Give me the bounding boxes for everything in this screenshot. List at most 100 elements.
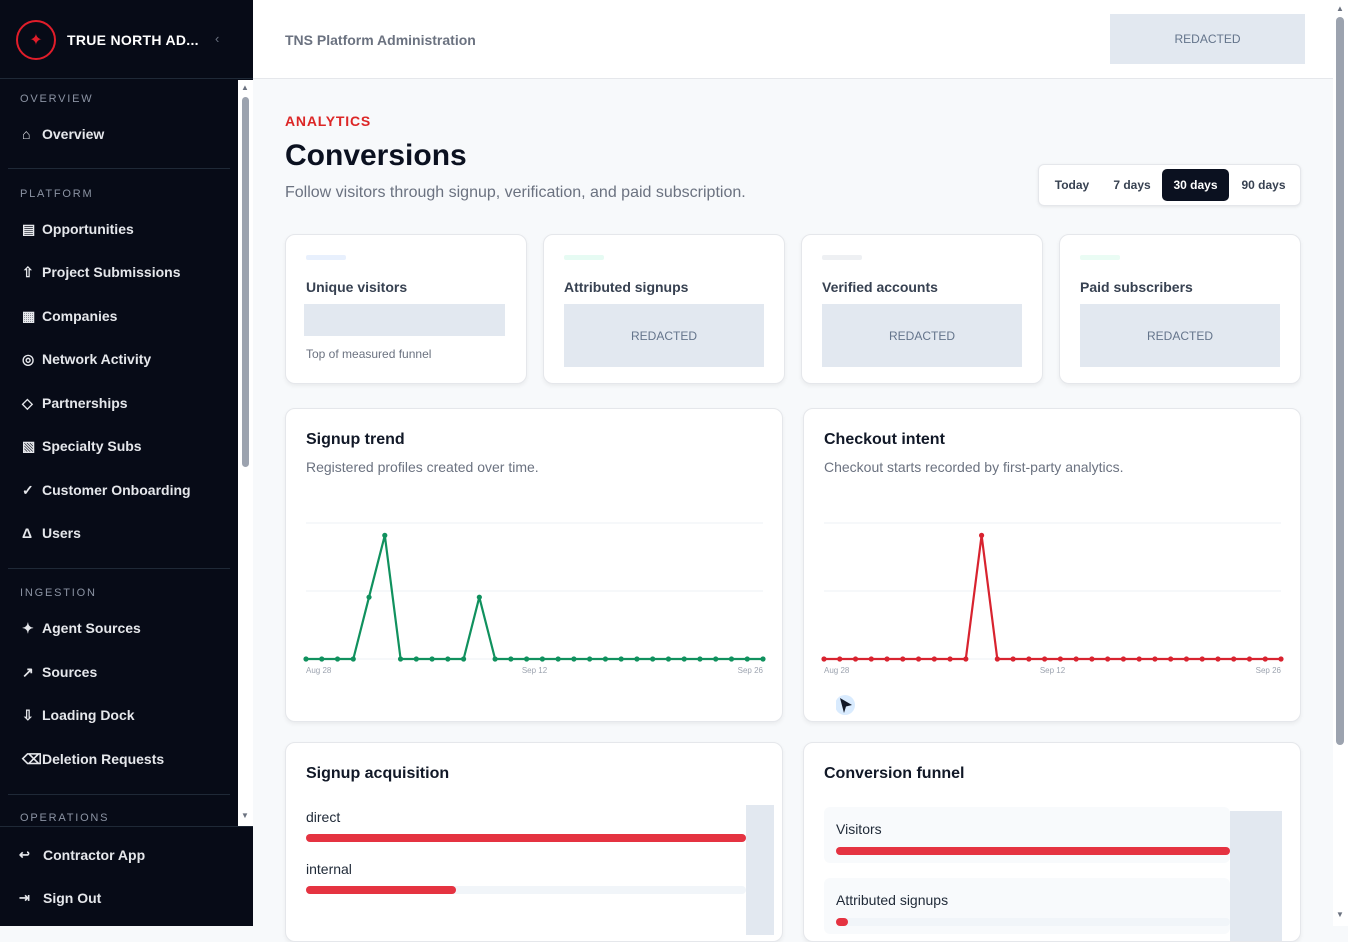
sidebar-item-overview[interactable]: ⌂ Overview — [8, 116, 230, 152]
mouse-cursor-icon — [836, 695, 855, 715]
sidebar-item-label: Users — [42, 525, 81, 541]
data-point — [821, 656, 827, 662]
data-point — [1010, 656, 1016, 662]
data-point — [1057, 656, 1063, 662]
range-today-button[interactable]: Today — [1054, 178, 1090, 192]
data-point — [445, 656, 451, 662]
sidebar-item-loading-dock[interactable]: ⇩ Loading Dock — [8, 697, 230, 733]
kpi-value-redacted — [304, 304, 505, 336]
funnel-row-label: Visitors — [836, 821, 882, 837]
data-point — [650, 656, 656, 662]
x-tick-label: Aug 28 — [824, 666, 850, 675]
acquisition-bar-fill — [306, 834, 746, 842]
data-point — [350, 656, 356, 662]
acquisition-row-label: direct — [306, 809, 341, 825]
sidebar-item-specialty-subs[interactable]: ▧ Specialty Subs — [8, 428, 230, 464]
kpi-accent — [306, 255, 346, 260]
data-point — [728, 656, 735, 662]
funnel-bar-track — [836, 847, 1230, 855]
contractor-app-link[interactable]: ↩ Contractor App — [0, 837, 253, 873]
data-point — [681, 656, 687, 662]
compass-star-icon[interactable]: ✦ — [16, 20, 56, 60]
kpi-label: Unique visitors — [306, 279, 408, 295]
series-line — [306, 534, 763, 661]
home-icon: ⌂ — [22, 126, 31, 142]
data-point — [884, 656, 890, 662]
data-point — [366, 594, 372, 600]
sidebar-item-partnerships[interactable]: ◇ Partnerships — [8, 385, 230, 421]
page-eyebrow: ANALYTICS — [285, 113, 372, 129]
sidebar-item-sources[interactable]: ↗ Sources — [8, 654, 230, 690]
sidebar-item-companies[interactable]: ▦ Companies — [8, 298, 230, 334]
kpi-accent — [564, 255, 604, 260]
range-7-days-button[interactable]: 7 days — [1113, 178, 1151, 192]
data-point — [618, 656, 624, 662]
kpi-value: REDACTED — [1080, 304, 1280, 367]
section-divider — [8, 794, 230, 795]
redacted-user-block[interactable]: REDACTED — [1110, 14, 1305, 64]
range-30-days-button[interactable]: 30 days — [1162, 169, 1229, 201]
scroll-up-icon[interactable]: ▲ — [241, 83, 249, 92]
data-point — [1246, 656, 1253, 662]
data-point — [634, 656, 640, 662]
scroll-down-icon[interactable]: ▼ — [1336, 910, 1344, 919]
sidebar-item-customer-onboarding[interactable]: ✓ Customer Onboarding — [8, 472, 230, 508]
data-point — [413, 656, 419, 662]
sidebar-item-label: Specialty Subs — [42, 438, 142, 454]
data-point — [539, 656, 545, 662]
section-divider — [8, 168, 230, 169]
page-scrollbar[interactable]: ▲ ▼ — [1333, 0, 1348, 926]
data-point — [837, 656, 843, 662]
data-point — [713, 656, 719, 662]
chart-subtitle: Registered profiles created over time. — [306, 459, 539, 475]
sign-out-icon: ⇥ — [19, 890, 30, 905]
scroll-down-icon[interactable]: ▼ — [241, 811, 249, 820]
chevron-left-icon[interactable]: ‹ — [215, 31, 220, 46]
sidebar-item-label: Project Submissions — [42, 264, 181, 280]
brand-name[interactable]: TRUE NORTH AD... — [67, 32, 199, 48]
data-point — [397, 656, 404, 662]
sidebar-item-network-activity[interactable]: ◎ Network Activity — [8, 341, 230, 377]
kpi-label: Paid subscribers — [1080, 279, 1193, 295]
data-point — [760, 656, 766, 662]
app-title: TNS Platform Administration — [285, 32, 476, 48]
check-icon: ✓ — [22, 481, 34, 498]
data-point — [602, 656, 609, 662]
data-point — [1215, 656, 1221, 662]
sign-out-button[interactable]: ⇥ Sign Out — [0, 880, 253, 916]
sidebar-scroll-thumb[interactable] — [242, 97, 249, 467]
data-point — [1026, 656, 1032, 662]
hatch-icon: ▧ — [22, 437, 36, 454]
grid-icon: ▦ — [22, 307, 36, 324]
sidebar-item-label: Opportunities — [42, 221, 134, 237]
data-point — [963, 656, 969, 662]
kpi-card-unique-visitors: Unique visitors Top of measured funnel — [285, 234, 527, 384]
sidebar-item-deletion-requests[interactable]: ⌫ Deletion Requests — [8, 741, 230, 777]
redacted-count-column — [746, 805, 774, 935]
data-point — [868, 656, 874, 662]
range-90-days-button[interactable]: 90 days — [1241, 178, 1286, 192]
funnel-bar-fill — [836, 918, 848, 926]
sidebar-item-opportunities[interactable]: ▤ Opportunities — [8, 211, 230, 247]
data-point — [665, 656, 672, 662]
signup-trend-card: Signup trend Registered profiles created… — [285, 408, 783, 722]
sidebar-item-project-submissions[interactable]: ⇧ Project Submissions — [8, 254, 230, 290]
data-point — [1073, 656, 1079, 662]
x-tick-label: Sep 26 — [1256, 666, 1282, 675]
upload-icon: ⇧ — [22, 263, 34, 280]
page-scroll-thumb[interactable] — [1336, 17, 1344, 745]
sidebar-item-users[interactable]: Δ Users — [8, 515, 230, 551]
sparkle-icon: ✦ — [22, 619, 34, 636]
data-point — [476, 594, 482, 600]
sidebar-scrollbar[interactable]: ▲ ▼ — [238, 80, 253, 826]
sidebar-item-label: Loading Dock — [42, 707, 135, 723]
target-icon: ◎ — [22, 350, 35, 367]
scroll-up-icon[interactable]: ▲ — [1336, 4, 1344, 13]
redacted-count-column — [1230, 811, 1282, 941]
section-label-ingestion: INGESTION — [20, 587, 97, 599]
sidebar-item-agent-sources[interactable]: ✦ Agent Sources — [8, 610, 230, 646]
data-point — [947, 656, 953, 662]
checkout-intent-card: Checkout intent Checkout starts recorded… — [803, 408, 1301, 722]
diamond-icon: ◇ — [22, 394, 33, 411]
signup-trend-chart: Aug 28 Sep 12 Sep 26 — [303, 522, 766, 675]
